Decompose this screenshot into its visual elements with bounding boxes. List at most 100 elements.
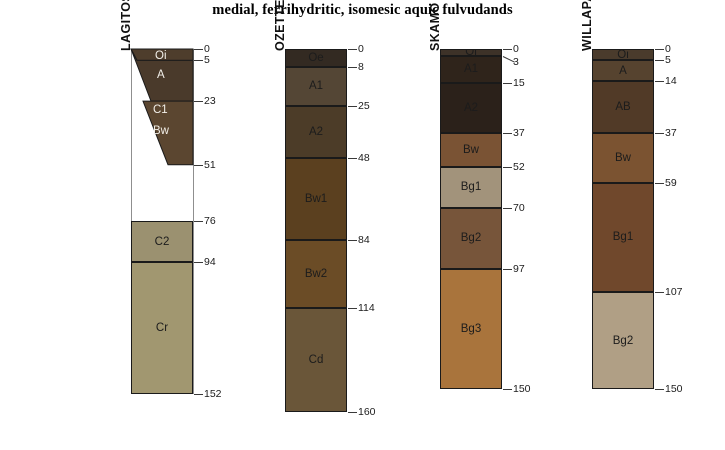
profile-label-willapa: WILLAPA: [580, 0, 594, 51]
depth-value-lagitos-152: 152: [204, 387, 222, 400]
depth-value-skamo-70: 70: [513, 201, 525, 214]
horizon-skamo-bg2: Bg2: [440, 207, 502, 270]
horizon-label-willapa-bw: Bw: [615, 151, 631, 164]
depth-tick-skamo-0: [503, 49, 512, 50]
horizon-lagitos-bw: [142, 100, 194, 166]
horizon-skamo-a1: A1: [440, 55, 502, 84]
horizon-ozette-oe: Oe: [285, 49, 347, 68]
horizon-willapa-oi: Oi: [592, 49, 654, 61]
horizon-skamo-oi: Oi: [440, 49, 502, 56]
horizon-label-ozette-oe: Oe: [308, 52, 324, 65]
depth-tick-lagitos-51: [194, 164, 203, 166]
depth-tick-willapa-59: [655, 182, 664, 184]
depth-tick-ozette-0: [348, 49, 357, 50]
depth-tick-lagitos-76: [194, 221, 203, 223]
horizon-lagitos-oi: [130, 48, 194, 61]
horizon-label-willapa-bg1: Bg1: [612, 231, 634, 244]
depth-tick-willapa-150: [655, 389, 664, 391]
horizon-label-skamo-bg3: Bg3: [460, 323, 482, 336]
horizon-lagitos-a: [130, 48, 194, 102]
horizon-label-ozette-a1: A1: [308, 80, 324, 93]
horizon-label-ozette-bw2: Bw2: [304, 267, 328, 280]
depth-value-ozette-84: 84: [358, 233, 370, 246]
depth-value-willapa-59: 59: [665, 176, 677, 189]
horizon-ozette-a2: A2: [285, 105, 347, 158]
horizon-willapa-bg2: Bg2: [592, 291, 654, 390]
depth-tick-willapa-37: [655, 132, 664, 134]
horizon-ozette-bw2: Bw2: [285, 239, 347, 308]
depth-value-lagitos-0: 0: [204, 43, 210, 55]
horizon-ozette-bw1: Bw1: [285, 157, 347, 240]
depth-tick-lagitos-94: [194, 262, 203, 264]
horizon-willapa-bw: Bw: [592, 132, 654, 183]
horizon-label-willapa-a: A: [619, 64, 627, 77]
horizon-label-ozette-bw1: Bw1: [304, 192, 328, 205]
horizon-willapa-ab: AB: [592, 80, 654, 133]
horizon-label-lagitos-c2: C2: [154, 235, 170, 248]
horizon-label-willapa-oi: Oi: [617, 49, 629, 61]
depth-tick-skamo-150: [503, 389, 512, 391]
depth-tick-skamo-52: [503, 166, 512, 168]
horizon-label-willapa-ab: AB: [615, 100, 631, 113]
profile-label-ozette: OZETTE: [273, 0, 287, 51]
depth-tick-willapa-0: [655, 49, 664, 50]
horizon-label-lagitos-cr: Cr: [155, 322, 169, 335]
depth-tick-skamo-97: [503, 269, 512, 271]
horizon-label-skamo-bg1: Bg1: [460, 181, 482, 194]
profile-label-lagitos: LAGITOS: [119, 0, 133, 51]
horizon-label-skamo-bg2: Bg2: [460, 232, 482, 245]
depth-value-lagitos-94: 94: [204, 256, 216, 269]
depth-tick-ozette-84: [348, 239, 357, 241]
horizon-label-ozette-a2: A2: [308, 125, 324, 138]
depth-tick-lagitos-5: [194, 60, 203, 62]
horizon-ozette-cd: Cd: [285, 307, 347, 412]
depth-value-ozette-114: 114: [358, 301, 375, 314]
lagitos-wedge-horizons: [130, 48, 194, 166]
depth-tick-skamo-15: [503, 83, 512, 85]
depth-value-willapa-107: 107: [665, 285, 683, 298]
depth-value-skamo-52: 52: [513, 160, 525, 173]
horizon-label-skamo-a2: A2: [463, 101, 479, 114]
horizon-lagitos-c2: C2: [131, 221, 193, 263]
depth-tick-skamo-70: [503, 207, 512, 209]
depth-tick-lagitos-152: [194, 393, 203, 395]
depth-value-willapa-150: 150: [665, 383, 683, 396]
horizon-skamo-bg3: Bg3: [440, 269, 502, 390]
depth-tick-willapa-107: [655, 291, 664, 293]
horizon-skamo-a2: A2: [440, 83, 502, 133]
depth-value-skamo-15: 15: [513, 77, 525, 90]
depth-tick-ozette-8: [348, 67, 357, 69]
horizon-label-ozette-cd: Cd: [308, 353, 324, 366]
depth-value-willapa-5: 5: [665, 54, 671, 67]
depth-value-willapa-14: 14: [665, 74, 677, 87]
depth-value-lagitos-23: 23: [204, 95, 216, 108]
depth-value-ozette-48: 48: [358, 151, 370, 164]
depth-tick-ozette-48: [348, 157, 357, 159]
depth-value-skamo-0: 0: [513, 43, 519, 55]
depth-value-ozette-0: 0: [358, 43, 364, 55]
depth-tick-ozette-25: [348, 105, 357, 107]
depth-tick-ozette-114: [348, 307, 357, 309]
depth-value-skamo-37: 37: [513, 126, 525, 139]
profile-label-skamo: SKAMO: [428, 2, 442, 51]
depth-value-lagitos-5: 5: [204, 54, 210, 67]
profile-rail-right: [193, 49, 194, 394]
depth-value-ozette-25: 25: [358, 99, 370, 112]
horizon-willapa-a: A: [592, 60, 654, 81]
depth-tick-willapa-5: [655, 60, 664, 62]
depth-tick-lagitos-23: [194, 101, 203, 103]
horizon-label-skamo-a1: A1: [463, 63, 479, 76]
horizon-label-skamo-bw: Bw: [463, 143, 479, 156]
horizon-ozette-a1: A1: [285, 67, 347, 106]
depth-value-skamo-3: 3: [513, 55, 519, 68]
horizon-label-skamo-oi: Oi: [465, 49, 477, 56]
depth-tick-skamo-37: [503, 132, 512, 134]
depth-value-skamo-150: 150: [513, 383, 531, 396]
depth-tick-ozette-160: [348, 412, 357, 413]
horizon-label-willapa-bg2: Bg2: [612, 334, 634, 347]
depth-value-lagitos-51: 51: [204, 158, 216, 171]
depth-value-ozette-160: 160: [358, 406, 376, 418]
horizon-skamo-bg1: Bg1: [440, 166, 502, 208]
horizon-lagitos-cr: Cr: [131, 262, 193, 394]
